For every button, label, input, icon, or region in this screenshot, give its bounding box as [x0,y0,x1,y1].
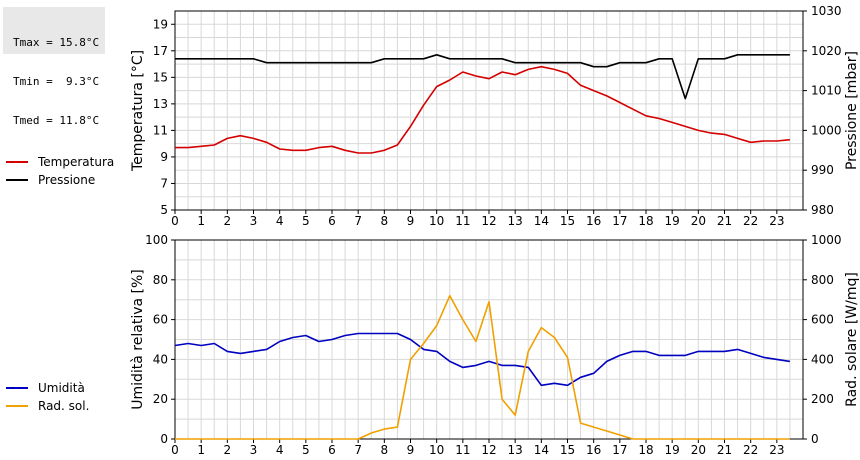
x-tick-label: 8 [381,214,389,228]
y-left-tick-label: 11 [153,123,168,137]
x-tick-label: 11 [455,214,470,228]
x-tick-label: 2 [224,214,232,228]
x-tick-label: 15 [560,214,575,228]
y-left-tick-label: 5 [160,203,168,217]
chart-panel-2 [6,239,807,443]
x-tick-label: 11 [455,443,470,457]
legend-label: Umidità [38,381,85,395]
x-tick-label: 18 [638,214,653,228]
x-tick-label: 1 [197,443,205,457]
x-tick-label: 21 [717,443,732,457]
legend-label: Rad. sol. [38,399,89,413]
x-tick-label: 3 [250,214,258,228]
x-tick-label: 10 [429,214,444,228]
y-right-tick-label: 800 [811,273,834,287]
legend-label: Temperatura [37,155,114,169]
x-tick-label: 14 [534,443,549,457]
tmax-text: Tmax = 15.8°C [13,36,100,49]
y-right-tick-label: 1000 [811,123,842,137]
stats-box: Tmax = 15.8°C Tmin = 9.3°C Tmed = 11.8°C [3,7,105,127]
x-tick-label: 17 [612,443,627,457]
y-right-tick-label: 1000 [811,233,842,247]
y-right-axis-label: Pressione [mbar] [844,51,860,170]
y-right-tick-label: 200 [811,392,834,406]
x-tick-label: 6 [328,214,336,228]
y-left-tick-label: 7 [160,176,168,190]
x-tick-label: 5 [302,443,310,457]
x-tick-label: 3 [250,443,258,457]
y-right-tick-label: 1030 [811,4,842,18]
series-line-pressione [175,53,790,100]
series-line-temperatura [175,65,790,154]
x-tick-label: 18 [638,443,653,457]
y-left-tick-label: 20 [153,392,168,406]
x-tick-label: 13 [508,214,523,228]
y-left-tick-label: 19 [153,17,168,31]
legend-label: Pressione [38,173,95,187]
y-right-tick-label: 1020 [811,44,842,58]
x-tick-label: 22 [743,443,758,457]
x-tick-label: 16 [586,443,601,457]
y-left-tick-label: 80 [153,273,168,287]
y-left-tick-label: 9 [160,150,168,164]
y-right-tick-label: 400 [811,352,834,366]
x-tick-label: 1 [197,214,205,228]
y-left-axis-label: Temperatura [°C] [130,50,146,172]
x-tick-label: 12 [481,214,496,228]
x-tick-label: 14 [534,214,549,228]
series-line-rad-sol [175,294,790,440]
x-tick-label: 9 [407,214,415,228]
x-tick-label: 4 [276,443,284,457]
x-tick-label: 23 [769,214,784,228]
y-right-tick-label: 980 [811,203,834,217]
y-right-tick-label: 600 [811,313,834,327]
x-tick-label: 20 [691,443,706,457]
x-tick-label: 17 [612,214,627,228]
x-tick-label: 0 [171,443,179,457]
x-tick-label: 5 [302,214,310,228]
series-line-umidit [174,332,791,387]
y-right-tick-label: 1010 [811,84,842,98]
x-tick-label: 0 [171,214,179,228]
x-tick-label: 13 [508,443,523,457]
chart-panel-1 [6,10,807,214]
y-right-axis-label: Rad. solare [W/mq] [844,272,860,407]
x-tick-label: 2 [224,443,232,457]
y-left-tick-label: 17 [153,44,168,58]
y-right-tick-label: 990 [811,163,834,177]
y-left-tick-label: 100 [145,233,168,247]
x-tick-label: 4 [276,214,284,228]
x-tick-label: 7 [354,443,362,457]
x-tick-label: 8 [381,443,389,457]
x-tick-label: 9 [407,443,415,457]
y-left-tick-label: 13 [153,97,168,111]
y-left-tick-label: 40 [153,352,168,366]
tmed-text: Tmed = 11.8°C [13,114,100,127]
y-right-tick-label: 0 [811,432,819,446]
y-left-axis-label: Umidità relativa [%] [130,269,146,410]
x-tick-label: 21 [717,214,732,228]
y-left-tick-label: 60 [153,313,168,327]
y-left-tick-label: 15 [153,70,168,84]
x-tick-label: 16 [586,214,601,228]
x-tick-label: 20 [691,214,706,228]
x-tick-label: 10 [429,443,444,457]
tmin-text: Tmin = 9.3°C [13,75,100,88]
x-tick-label: 23 [769,443,784,457]
x-tick-label: 12 [481,443,496,457]
x-tick-label: 15 [560,443,575,457]
x-tick-label: 22 [743,214,758,228]
y-left-tick-label: 0 [160,432,168,446]
x-tick-label: 6 [328,443,336,457]
x-tick-label: 19 [665,214,680,228]
x-tick-label: 7 [354,214,362,228]
x-tick-label: 19 [665,443,680,457]
